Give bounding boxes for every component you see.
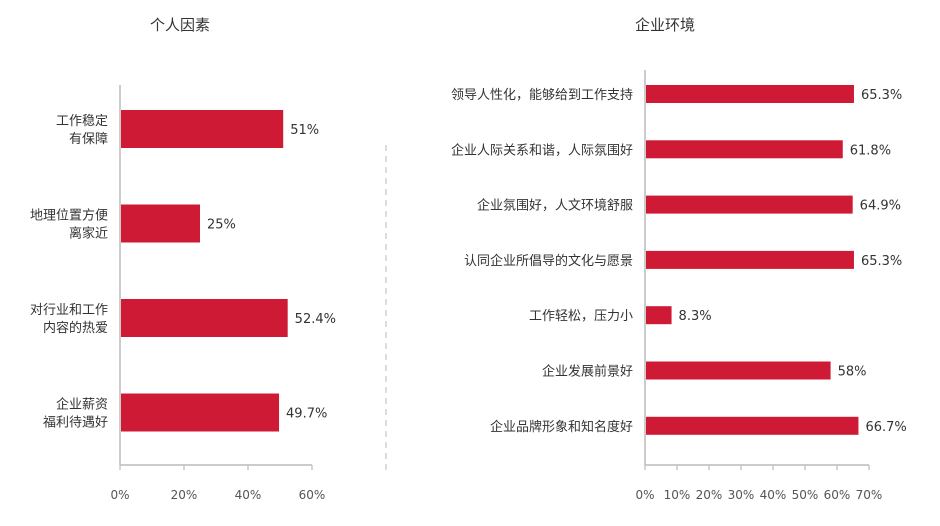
right-category-label: 工作轻松，压力小 xyxy=(529,309,633,324)
left-category-label: 地理位置方便 xyxy=(30,208,108,224)
right-bar-value-label: 65.3% xyxy=(861,254,902,269)
left-x-tick-label: 20% xyxy=(171,488,198,502)
right-category-label: 企业品牌形象和知名度好 xyxy=(490,419,633,435)
left-category-label: 企业薪资 xyxy=(56,397,108,413)
right-bar-value-label: 61.8% xyxy=(850,143,891,158)
left-category-label: 有保障 xyxy=(69,132,108,147)
right-x-tick-label: 20% xyxy=(696,488,723,502)
left-category-label: 对行业和工作 xyxy=(30,303,108,318)
left-bar-value-label: 25% xyxy=(207,218,236,233)
right-x-tick-label: 40% xyxy=(760,488,787,502)
left-x-tick-label: 40% xyxy=(235,488,262,502)
right-bar xyxy=(646,306,672,325)
left-bar-value-label: 49.7% xyxy=(286,407,327,422)
right-bar-value-label: 58% xyxy=(838,365,867,380)
left-bar xyxy=(121,299,288,337)
left-category-label: 福利待遇好 xyxy=(43,416,108,431)
left-bar xyxy=(121,110,284,148)
left-chart-title: 个人因素 xyxy=(150,16,210,34)
right-x-tick-label: 10% xyxy=(664,488,691,502)
right-bar xyxy=(646,140,843,159)
right-x-tick-label: 30% xyxy=(728,488,755,502)
right-category-label: 企业发展前景好 xyxy=(542,364,633,380)
right-bar-value-label: 66.7% xyxy=(865,420,906,435)
right-bar-value-label: 64.9% xyxy=(860,199,901,214)
left-bar xyxy=(121,393,280,432)
right-bar xyxy=(646,250,854,269)
left-category-label: 内容的热爱 xyxy=(43,320,108,336)
right-category-label: 企业氛围好，人文环境舒服 xyxy=(477,198,633,214)
left-bar xyxy=(121,204,200,243)
right-bar-value-label: 8.3% xyxy=(679,309,712,324)
left-category-label: 离家近 xyxy=(69,226,108,242)
right-category-label: 企业人际关系和谐，人际氛围好 xyxy=(451,142,633,158)
right-x-tick-label: 0% xyxy=(635,488,654,502)
left-x-tick-label: 60% xyxy=(299,488,326,502)
right-bar xyxy=(646,416,859,435)
left-bar-value-label: 52.4% xyxy=(295,312,336,327)
right-bar xyxy=(646,85,854,103)
right-category-label: 认同企业所倡导的文化与愿景 xyxy=(464,253,633,269)
right-chart: 0% 10% 20% 30% 40% 50% 60% 70% 65.3% 领导人性化，能够给到工作… xyxy=(451,70,907,502)
left-bar-value-label: 51% xyxy=(290,123,319,138)
right-bar-value-label: 65.3% xyxy=(861,88,902,103)
right-x-tick-label: 50% xyxy=(792,488,819,502)
left-x-tick-label: 0% xyxy=(110,488,129,502)
right-bar xyxy=(646,195,853,214)
right-chart-title: 企业环境 xyxy=(635,16,695,34)
right-x-tick-label: 60% xyxy=(824,488,851,502)
left-category-label: 工作稳定 xyxy=(56,113,108,129)
right-x-tick-label: 70% xyxy=(856,488,883,502)
right-bar xyxy=(646,361,831,380)
right-category-label: 领导人性化，能够给到工作支持 xyxy=(451,88,633,103)
